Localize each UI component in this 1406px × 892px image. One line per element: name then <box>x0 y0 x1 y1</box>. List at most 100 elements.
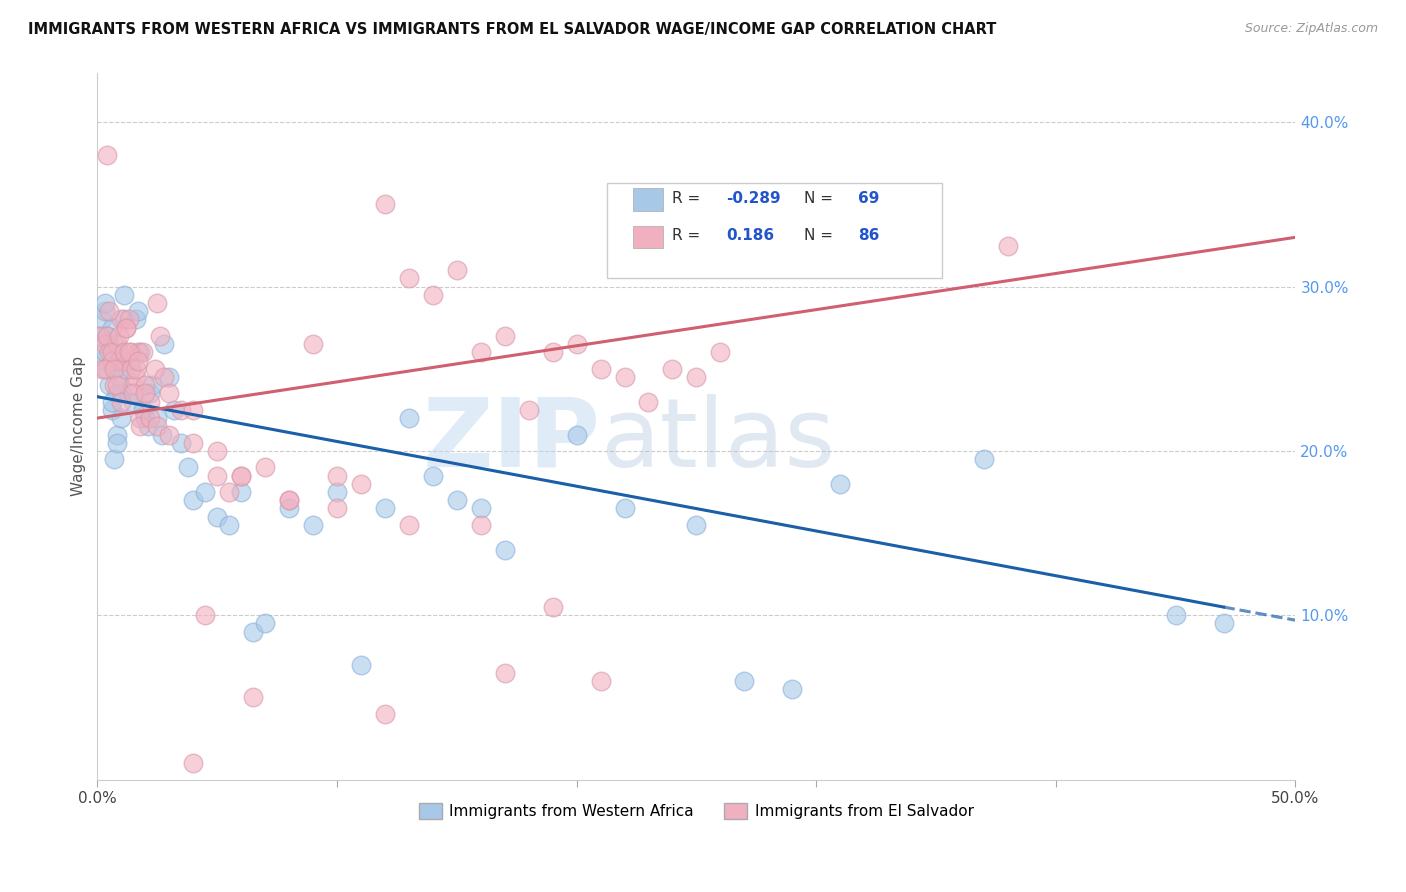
Point <box>229 468 252 483</box>
Point <box>278 493 301 508</box>
FancyBboxPatch shape <box>606 183 942 278</box>
Point <box>326 468 349 483</box>
FancyBboxPatch shape <box>633 188 662 211</box>
Point <box>110 312 132 326</box>
Point <box>229 468 252 483</box>
Y-axis label: Wage/Income Gap: Wage/Income Gap <box>72 356 86 496</box>
Point <box>129 419 152 434</box>
Point <box>565 337 588 351</box>
Point <box>103 452 125 467</box>
Point <box>146 296 169 310</box>
Point <box>218 485 240 500</box>
Point <box>565 427 588 442</box>
Point <box>117 345 139 359</box>
Point <box>541 600 564 615</box>
Point <box>127 345 149 359</box>
Point <box>105 427 128 442</box>
Point <box>181 756 204 771</box>
Point <box>1212 616 1234 631</box>
Point <box>589 361 612 376</box>
Point <box>470 345 492 359</box>
Point <box>139 394 162 409</box>
Point <box>194 608 217 623</box>
Point <box>120 353 142 368</box>
Point <box>134 411 156 425</box>
Point <box>398 271 420 285</box>
Point <box>115 361 138 376</box>
Point <box>374 197 396 211</box>
Point <box>91 361 114 376</box>
Point <box>177 460 200 475</box>
Point <box>170 402 193 417</box>
Point <box>194 485 217 500</box>
Point <box>446 493 468 508</box>
Point <box>350 476 373 491</box>
Point <box>517 402 540 417</box>
Point <box>780 682 803 697</box>
Point <box>127 353 149 368</box>
Point <box>100 353 122 368</box>
Point <box>115 320 138 334</box>
Text: N =: N = <box>804 228 838 243</box>
Point <box>125 370 148 384</box>
Legend: Immigrants from Western Africa, Immigrants from El Salvador: Immigrants from Western Africa, Immigran… <box>412 797 980 825</box>
Point <box>446 263 468 277</box>
Point <box>96 361 118 376</box>
Point <box>163 402 186 417</box>
Point <box>157 370 180 384</box>
Point <box>153 337 176 351</box>
Point <box>91 312 114 326</box>
Point <box>146 411 169 425</box>
Point <box>254 616 277 631</box>
Text: 69: 69 <box>858 191 880 205</box>
Point <box>100 345 122 359</box>
Point <box>89 329 111 343</box>
Point <box>150 427 173 442</box>
Point <box>541 345 564 359</box>
Point <box>89 329 111 343</box>
Point <box>973 452 995 467</box>
Point <box>108 353 131 368</box>
Point <box>134 378 156 392</box>
Point <box>149 329 172 343</box>
Point <box>278 501 301 516</box>
Point <box>108 329 131 343</box>
Point <box>830 476 852 491</box>
Point <box>103 337 125 351</box>
Point <box>117 312 139 326</box>
Point <box>125 361 148 376</box>
Point <box>125 312 148 326</box>
Point <box>637 394 659 409</box>
Point <box>157 386 180 401</box>
Point <box>278 493 301 508</box>
Point <box>112 312 135 326</box>
Point <box>93 361 115 376</box>
Point <box>134 386 156 401</box>
Point <box>218 517 240 532</box>
Point <box>129 411 152 425</box>
Point <box>613 501 636 516</box>
Point <box>96 329 118 343</box>
Point <box>254 460 277 475</box>
Text: 0.186: 0.186 <box>727 228 775 243</box>
Point <box>685 517 707 532</box>
Point <box>422 288 444 302</box>
Point <box>110 411 132 425</box>
Point <box>141 378 163 392</box>
Point <box>117 386 139 401</box>
Point <box>494 329 516 343</box>
Point <box>302 337 325 351</box>
Point <box>398 517 420 532</box>
Point <box>96 148 118 162</box>
Point <box>229 485 252 500</box>
Point <box>181 493 204 508</box>
Point <box>205 468 228 483</box>
Point <box>96 329 118 343</box>
Text: N =: N = <box>804 191 838 205</box>
Point <box>374 501 396 516</box>
Point <box>93 345 115 359</box>
Point <box>108 370 131 384</box>
Point <box>374 706 396 721</box>
Point <box>181 402 204 417</box>
Point <box>422 468 444 483</box>
